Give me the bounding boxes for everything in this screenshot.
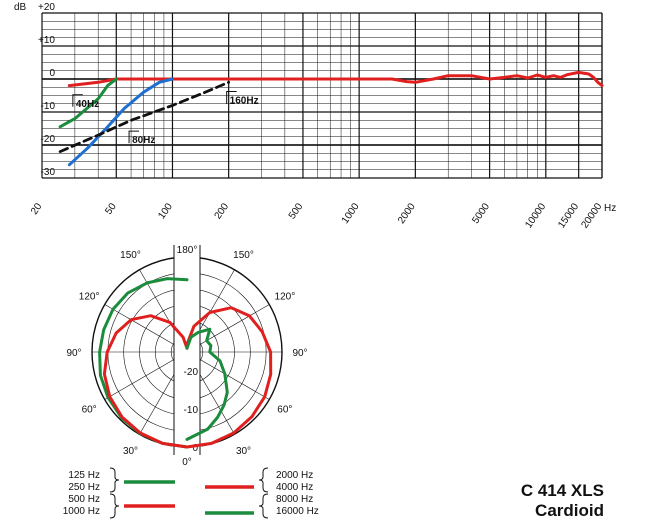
legend-left-label: 125 Hz [68, 470, 100, 481]
right-polar-series-1 [185, 327, 229, 441]
frequency-response-chart: +20 +10 0 -10 -20 -30 dB 20 50 100 200 500 1000 2000 5… [14, 2, 616, 231]
center-gap [174, 245, 200, 459]
polar-radial-label: -20 [184, 367, 199, 378]
legend-right-label: 4000 Hz [276, 482, 313, 493]
annotation-label: 40Hz [76, 99, 99, 110]
x-tick-label: 5000 [470, 201, 492, 226]
x-tick-label: 20 [29, 201, 45, 217]
legend-right-label: 8000 Hz [276, 494, 313, 505]
polar-spoke [186, 304, 270, 353]
x-tick-label: 500 [287, 201, 306, 221]
legend-brace [109, 467, 120, 493]
y-axis-unit: dB [14, 2, 27, 13]
polar-angle-label: 120° [275, 292, 296, 303]
y-tick-label: 0 [49, 68, 55, 79]
polar-angle-label: 120° [79, 292, 100, 303]
right-polar-series-0 [185, 306, 273, 449]
polar-radial-label: 0 [192, 443, 198, 454]
x-tick-label: 20000 [579, 201, 604, 230]
x-axis-unit: Hz [604, 203, 616, 214]
left-polar-series-1 [102, 314, 189, 449]
annotation-label: 160Hz [230, 96, 259, 107]
annotation-bracket [128, 130, 140, 144]
model-title: C 414 XLS [521, 481, 604, 500]
x-tick-label: 100 [156, 201, 175, 221]
legend-left-label: 500 Hz [68, 494, 100, 505]
legend-right-label: 2000 Hz [276, 470, 313, 481]
y-tick-label: -20 [41, 134, 56, 145]
y-tick-label: -30 [41, 167, 56, 178]
series-line-2 [67, 77, 174, 167]
y-tick-label: +20 [38, 2, 55, 13]
series-line-1 [58, 77, 118, 129]
legend-brace [258, 467, 269, 493]
polar-angle-label: 90° [292, 348, 307, 359]
polar-angle-label: 30° [236, 446, 251, 457]
y-tick-label: +10 [38, 35, 55, 46]
y-tick-label: -10 [41, 101, 56, 112]
x-tick-label: 10000 [523, 201, 548, 230]
polar-angle-label: 90° [66, 348, 81, 359]
series-line-0 [67, 70, 604, 88]
annotation-bracket [226, 91, 237, 104]
annotation-label: 80Hz [132, 135, 155, 146]
polar-spoke [186, 351, 270, 400]
x-tick-label: 1000 [340, 201, 362, 226]
annotation-bracket [72, 94, 83, 107]
polar-angle-label: 150° [233, 250, 254, 261]
legend-left-label: 250 Hz [68, 482, 100, 493]
legend-brace [109, 493, 120, 519]
polar-angle-label: 180° [177, 245, 198, 256]
x-tick-label: 50 [103, 201, 119, 217]
polar-angle-label: 30° [123, 446, 138, 457]
pattern-title: Cardioid [535, 501, 604, 520]
polar-pattern-chart: 180° 150° 150° 120° 120° 90° 90° 60° 60° 30° 30° 0°… [66, 245, 308, 468]
legend-left-label: 1000 Hz [63, 506, 100, 517]
legend-right-label: 16000 Hz [276, 506, 319, 517]
polar-spoke [104, 304, 188, 353]
polar-radial-label: -10 [184, 405, 199, 416]
x-tick-label: 15000 [556, 201, 581, 230]
polar-angle-label: 60° [277, 405, 292, 416]
x-tick-label: 200 [213, 201, 232, 221]
polar-angle-label: 60° [82, 405, 97, 416]
polar-angle-label: 0° [182, 457, 192, 468]
polar-angle-label: 150° [120, 250, 141, 261]
x-tick-label: 2000 [396, 201, 418, 226]
series-line-3 [58, 80, 231, 154]
polar-spoke [104, 351, 188, 400]
legend-brace [258, 493, 269, 519]
